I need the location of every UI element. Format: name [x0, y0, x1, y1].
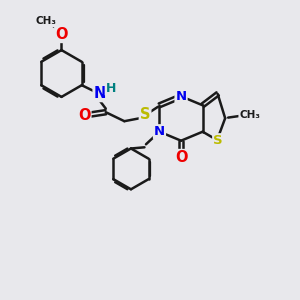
Text: N: N [154, 125, 165, 138]
Text: N: N [176, 90, 187, 103]
Text: S: S [140, 107, 150, 122]
Text: CH₃: CH₃ [35, 16, 56, 26]
Text: O: O [175, 150, 187, 165]
Text: CH₃: CH₃ [239, 110, 260, 120]
Text: O: O [55, 27, 68, 42]
Text: O: O [78, 108, 90, 123]
Text: S: S [213, 134, 223, 147]
Text: N: N [94, 86, 106, 101]
Text: H: H [106, 82, 116, 95]
